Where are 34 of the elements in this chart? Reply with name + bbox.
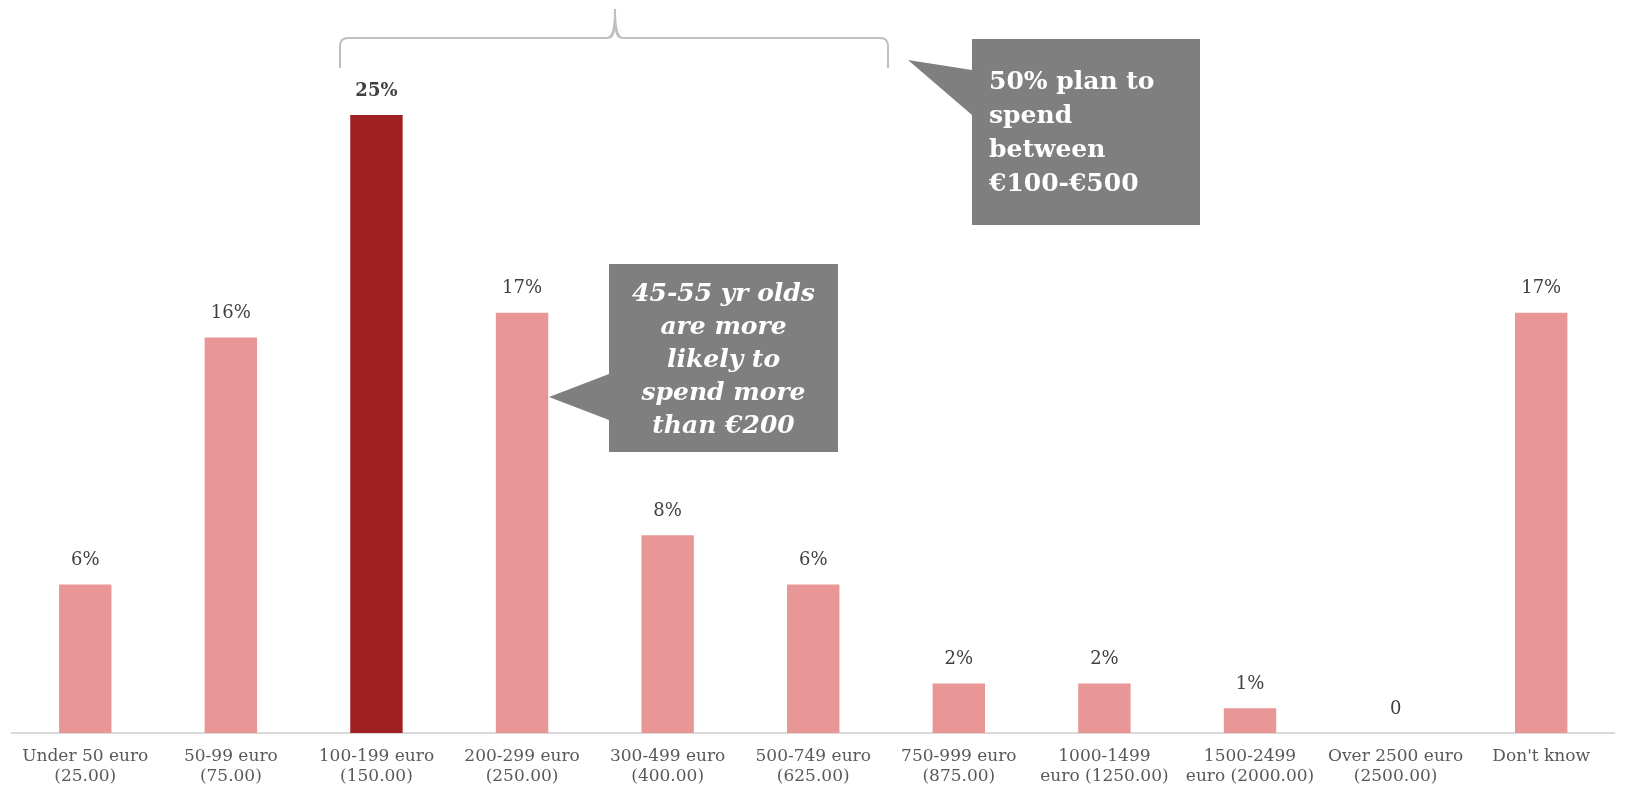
data-label: 17% bbox=[502, 276, 543, 298]
bar bbox=[787, 584, 840, 733]
x-tick-label: 500-749 euro (625.00) bbox=[755, 745, 871, 785]
data-label: 25% bbox=[355, 78, 398, 100]
annotation: 45-55 yr olds are more likely to spend more than €200 bbox=[631, 277, 816, 441]
data-label: 2% bbox=[944, 647, 974, 669]
data-label: 8% bbox=[653, 498, 682, 520]
x-tick-label: 50-99 euro (75.00) bbox=[183, 745, 278, 785]
data-label: 2% bbox=[1090, 647, 1119, 669]
bar bbox=[59, 584, 112, 733]
x-tick-label: 1000-1499 euro (1250.00) bbox=[1040, 745, 1169, 785]
bar bbox=[1223, 708, 1277, 733]
data-label: 1% bbox=[1235, 671, 1265, 693]
bar bbox=[495, 312, 549, 733]
data-label: 6% bbox=[70, 548, 100, 570]
x-tick-label: 750-999 euro (875.00) bbox=[901, 745, 1017, 785]
bar bbox=[641, 535, 694, 733]
x-tick-label: 300-499 euro (400.00) bbox=[609, 745, 726, 785]
x-tick-label: Over 2500 euro (2500.00) bbox=[1328, 745, 1464, 785]
bar bbox=[1515, 312, 1568, 733]
data-label: 17% bbox=[1521, 276, 1562, 298]
bar bbox=[350, 115, 403, 733]
x-tick-label: Under 50 euro (25.00) bbox=[22, 745, 149, 785]
x-tick-label: 1500-2499 euro (2000.00) bbox=[1185, 745, 1315, 785]
x-tick-label: 200-299 euro (250.00) bbox=[464, 745, 580, 785]
bar bbox=[932, 683, 986, 733]
annotation: 50% plan to spend between €100-€500 bbox=[989, 65, 1156, 199]
data-label: 0 bbox=[1389, 696, 1402, 718]
bar bbox=[204, 337, 258, 733]
x-tick-label: Don't know bbox=[1492, 745, 1591, 766]
data-label: 6% bbox=[798, 548, 828, 570]
data-label: 16% bbox=[210, 301, 251, 323]
bar bbox=[1078, 683, 1131, 733]
x-tick-label: 100-199 euro (150.00) bbox=[318, 745, 435, 785]
